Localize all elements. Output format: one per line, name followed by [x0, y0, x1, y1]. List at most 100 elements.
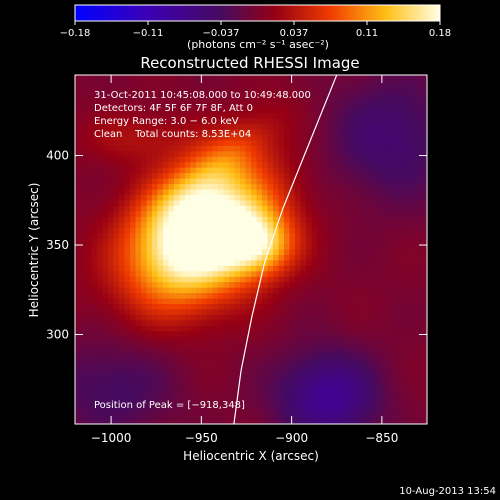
heatmap-cell [152, 407, 158, 414]
heatmap-cell [284, 369, 290, 376]
heatmap-cell [240, 320, 246, 327]
heatmap-cell [339, 309, 345, 316]
heatmap-cell [113, 271, 120, 278]
heatmap-cell [388, 254, 395, 261]
heatmap-cell [295, 162, 301, 169]
heatmap-cell [405, 205, 411, 212]
heatmap-cell [317, 320, 323, 327]
heatmap-cell [344, 342, 351, 349]
heatmap-cell [212, 200, 219, 207]
heatmap-cell [273, 293, 279, 299]
heatmap-cell [86, 200, 92, 207]
heatmap-cell [130, 331, 136, 338]
heatmap-cell [377, 118, 384, 125]
heatmap-cell [75, 102, 81, 109]
heatmap-cell [355, 189, 362, 196]
heatmap-cell [262, 320, 268, 327]
heatmap-cell [196, 107, 202, 114]
heatmap-cell [97, 96, 103, 103]
heatmap-cell [91, 75, 98, 81]
heatmap-cell [361, 342, 367, 349]
heatmap-cell [410, 254, 417, 261]
heatmap-cell [91, 113, 98, 120]
heatmap-cell [223, 413, 230, 419]
heatmap-cell [361, 113, 367, 120]
heatmap-cell [212, 282, 219, 289]
heatmap-cell [130, 374, 136, 381]
heatmap-cell [113, 167, 120, 174]
heatmap-cell [75, 118, 81, 125]
heatmap-cell [163, 314, 169, 321]
heatmap-cell [240, 314, 246, 321]
heatmap-cell [196, 124, 202, 130]
heatmap-cell [102, 216, 109, 223]
heatmap-cell [284, 244, 290, 250]
heatmap-cell [262, 336, 268, 343]
heatmap-cell [86, 358, 92, 365]
heatmap-cell [421, 254, 427, 261]
heatmap-cell [234, 96, 241, 103]
heatmap-cell [251, 189, 257, 196]
heatmap-cell [410, 276, 417, 283]
heatmap-cell [86, 244, 92, 250]
heatmap-cell [372, 162, 378, 169]
heatmap-cell [416, 347, 422, 354]
heatmap-cell [284, 107, 290, 114]
heatmap-cell [80, 222, 87, 229]
heatmap-cell [190, 413, 197, 419]
heatmap-cell [75, 407, 81, 414]
heatmap-cell [152, 80, 158, 87]
heatmap-cell [421, 380, 427, 387]
heatmap-cell [344, 374, 351, 381]
heatmap-cell [289, 134, 296, 141]
heatmap-cell [388, 80, 395, 87]
heatmap-cell [410, 124, 417, 130]
heatmap-cell [245, 80, 252, 87]
heatmap-cell [289, 342, 296, 349]
heatmap-cell [267, 118, 274, 125]
heatmap-cell [130, 222, 136, 229]
heatmap-cell [377, 254, 384, 261]
heatmap-cell [410, 331, 417, 338]
heatmap-cell [124, 413, 131, 419]
heatmap-cell [317, 96, 323, 103]
heatmap-cell [102, 184, 109, 190]
heatmap-cell [86, 304, 92, 310]
heatmap-cell [300, 402, 307, 409]
heatmap-cell [135, 391, 142, 398]
heatmap-cell [113, 124, 120, 130]
heatmap-cell [240, 374, 246, 381]
heatmap-cell [383, 151, 389, 158]
heatmap-cell [278, 140, 285, 147]
heatmap-cell [333, 309, 340, 316]
heatmap-cell [240, 402, 246, 409]
heatmap-cell [223, 244, 230, 250]
heatmap-cell [399, 156, 406, 163]
heatmap-cell [108, 276, 114, 283]
heatmap-cell [113, 222, 120, 229]
heatmap-cell [383, 298, 389, 305]
heatmap-cell [201, 244, 208, 250]
heatmap-cell [251, 325, 257, 332]
heatmap-cell [399, 118, 406, 125]
heatmap-cell [410, 140, 417, 147]
heatmap-cell [377, 211, 384, 218]
heatmap-cell [339, 244, 345, 250]
heatmap-cell [75, 129, 81, 136]
heatmap-cell [75, 347, 81, 354]
heatmap-cell [377, 124, 384, 130]
heatmap-cell [135, 249, 142, 256]
heatmap-cell [223, 336, 230, 343]
heatmap-cell [179, 189, 186, 196]
heatmap-cell [185, 347, 191, 354]
heatmap-cell [383, 282, 389, 289]
heatmap-cell [223, 167, 230, 174]
heatmap-cell [355, 282, 362, 289]
heatmap-cell [234, 102, 241, 109]
heatmap-cell [284, 227, 290, 234]
heatmap-cell [273, 385, 279, 392]
heatmap-cell [278, 244, 285, 250]
heatmap-cell [317, 271, 323, 278]
heatmap-cell [207, 298, 213, 305]
heatmap-cell [383, 314, 389, 321]
